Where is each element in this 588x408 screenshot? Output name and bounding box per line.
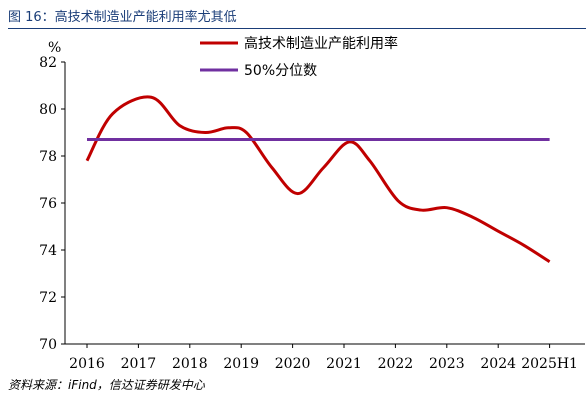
y-tick-label: 76 <box>39 196 57 212</box>
y-tick-label: 78 <box>39 149 57 165</box>
source-note: 资料来源：iFind，信达证券研发中心 <box>8 378 205 392</box>
series-group <box>85 95 551 264</box>
y-tick-label: 70 <box>39 337 57 353</box>
x-tick-label: 2017 <box>121 356 157 372</box>
legend-label: 50%分位数 <box>244 63 317 79</box>
x-tick-label: 2024 <box>480 356 516 372</box>
x-tick-label: 2023 <box>429 356 465 372</box>
x-tick-label: 2022 <box>378 356 414 372</box>
y-tick-label: 74 <box>39 243 57 259</box>
legend-label: 高技术制造业产能利用率 <box>244 35 398 52</box>
x-tick-label: 2018 <box>172 356 208 372</box>
figure-title: 图 16：高技术制造业产能利用率尤其低 <box>8 10 237 25</box>
x-tick-label: 2025H1 <box>521 356 578 372</box>
x-tick-label: 2021 <box>326 356 362 372</box>
x-tick-label: 2020 <box>275 356 311 372</box>
y-axis-unit-label: % <box>48 40 61 56</box>
y-axis: 70 72 74 76 78 80 82 <box>39 55 66 353</box>
y-tick-label: 72 <box>39 290 57 306</box>
y-tick-label: 80 <box>39 102 57 118</box>
x-axis: 2016 2017 2018 2019 2020 2021 2022 2023 2024 2025… <box>65 343 585 372</box>
series-line-1 <box>85 95 551 264</box>
x-tick-label: 2019 <box>223 356 259 372</box>
title-divider <box>8 28 586 29</box>
legend: 高技术制造业产能利用率 50%分位数 <box>200 35 398 79</box>
y-tick-label: 82 <box>39 55 57 71</box>
x-tick-label: 2016 <box>69 356 105 372</box>
